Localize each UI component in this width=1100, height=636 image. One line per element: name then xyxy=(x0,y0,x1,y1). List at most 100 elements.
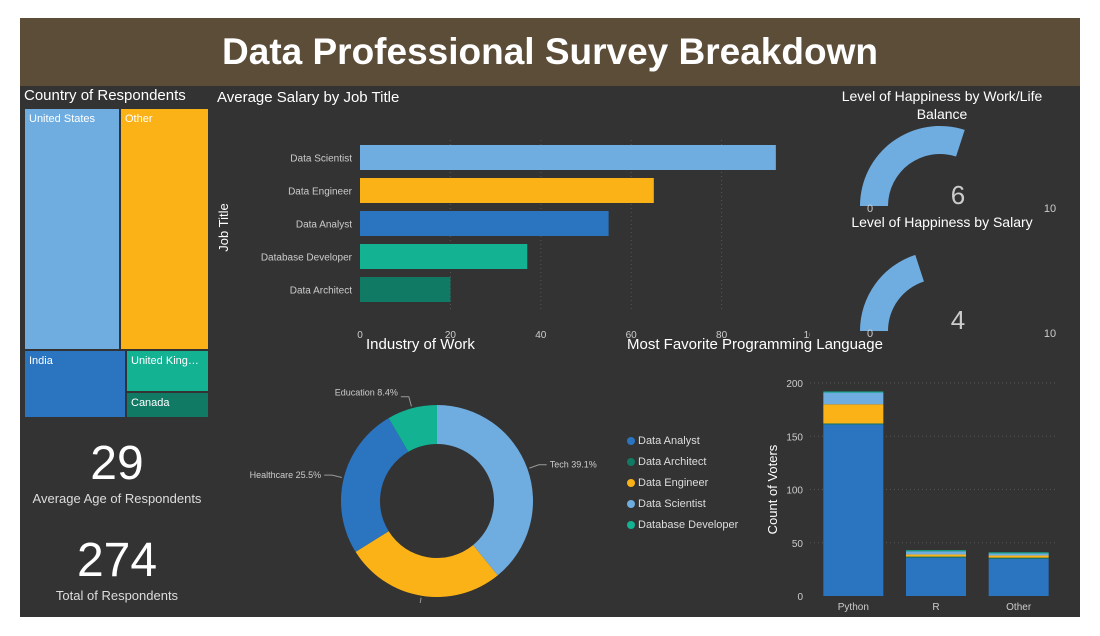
stack-segment[interactable] xyxy=(906,551,966,555)
gauge-value-label: 6 xyxy=(951,180,965,210)
stack-y-axis-label: Count of Voters xyxy=(765,444,780,534)
total-respondents-label: Total of Respondents xyxy=(55,588,179,603)
total-respondents-value: 274 xyxy=(76,534,158,587)
donut-slice-label: Education 8.4% xyxy=(335,388,398,398)
donut-slice[interactable] xyxy=(341,418,409,552)
salary-bar[interactable] xyxy=(360,244,528,269)
stack-segment[interactable] xyxy=(988,553,1049,556)
donut-leader-line xyxy=(324,474,342,479)
header-bar: Data Professional Survey Breakdown xyxy=(20,18,1080,86)
stack-y-tick: 0 xyxy=(797,592,803,603)
treemap-tile-us[interactable]: United States xyxy=(24,108,120,350)
stack-segment[interactable] xyxy=(823,424,884,596)
salary-category-label: Data Architect xyxy=(290,286,352,297)
donut-slice[interactable] xyxy=(388,405,437,452)
stack-y-tick: 50 xyxy=(792,539,804,550)
donut-slice[interactable] xyxy=(437,405,533,576)
treemap-label: United King… xyxy=(131,355,199,367)
stack-segment[interactable] xyxy=(823,404,884,424)
legend-label: Data Analyst xyxy=(638,435,700,447)
salary-bar[interactable] xyxy=(360,277,451,302)
salary-x-tick: 20 xyxy=(445,330,457,338)
treemap-tile-canada[interactable]: Canada xyxy=(126,392,209,418)
treemap-label: United States xyxy=(29,113,96,125)
salary-x-tick: 100 xyxy=(804,330,810,338)
treemap-label: Canada xyxy=(131,397,170,409)
legend-label: Database Developer xyxy=(638,519,739,531)
salary-category-label: Database Developer xyxy=(261,253,353,264)
legend-label: Data Architect xyxy=(638,456,707,468)
gauge-max-label: 10 xyxy=(1044,203,1056,213)
stack-y-tick: 150 xyxy=(786,432,803,443)
salary-category-label: Data Scientist xyxy=(290,154,352,165)
stack-segment[interactable] xyxy=(906,550,966,552)
gauge-fill-arc[interactable] xyxy=(860,254,924,331)
stack-segment[interactable] xyxy=(823,423,884,425)
donut-leader-line xyxy=(529,464,547,469)
salary-category-label: Data Analyst xyxy=(296,220,352,231)
stack-x-tick: R xyxy=(932,602,939,613)
stack-segment[interactable] xyxy=(906,554,966,557)
salary-chart-title: Average Salary by Job Title xyxy=(217,89,400,106)
salary-x-tick: 80 xyxy=(716,330,728,338)
donut-slice[interactable] xyxy=(355,531,498,597)
legend-dot-icon xyxy=(627,458,635,467)
legend-item[interactable]: Data Scientist xyxy=(627,498,706,510)
legend-label: Data Scientist xyxy=(638,498,706,510)
gauge-value-label: 4 xyxy=(951,305,965,335)
donut-slice-label: Healthcare 25.5% xyxy=(250,470,322,480)
salary-bar[interactable] xyxy=(360,145,776,170)
treemap-tile-india[interactable]: India xyxy=(24,350,126,418)
language-chart-title: Most Favorite Programming Language xyxy=(627,336,883,353)
legend-item[interactable]: Database Developer xyxy=(627,519,738,531)
stack-y-tick: 200 xyxy=(786,379,803,390)
salary-x-tick: 40 xyxy=(535,330,547,338)
stack-x-tick: Other xyxy=(1006,602,1032,613)
legend-item[interactable]: Data Analyst xyxy=(627,435,700,447)
stack-segment[interactable] xyxy=(823,391,884,393)
language-stacked-chart: 050100150200PythonROtherProgramming Lang… xyxy=(765,379,1058,613)
legend-dot-icon xyxy=(627,437,635,446)
gauge2-title: Level of Happiness by Salary xyxy=(851,214,1033,230)
legend-dot-icon xyxy=(627,500,635,509)
stack-segment[interactable] xyxy=(823,392,884,405)
avg-age-label: Average Age of Respondents xyxy=(32,491,202,506)
stack-segment[interactable] xyxy=(988,552,1049,554)
gauge-min-label: 0 xyxy=(867,203,873,213)
salary-bar[interactable] xyxy=(360,178,654,203)
salary-x-tick: 60 xyxy=(626,330,638,338)
donut-leader-line xyxy=(419,597,422,603)
salary-bar-chart: 0 20 40 60 80 100 Data Scientist Data Engineer D… xyxy=(216,140,810,338)
treemap-title: Country of Respondents xyxy=(24,87,186,104)
legend-item[interactable]: Data Architect xyxy=(627,456,706,468)
salary-happiness-gauge: 0 10 4 xyxy=(860,254,1056,338)
stack-segment[interactable] xyxy=(988,557,1049,559)
gauge-max-label: 10 xyxy=(1044,328,1056,338)
donut-slice-label: Tech 39.1% xyxy=(550,460,597,470)
gauge-fill-arc[interactable] xyxy=(860,125,965,206)
avg-age-value: 29 xyxy=(90,437,144,490)
stack-segment[interactable] xyxy=(906,556,966,558)
treemap-tile-uk[interactable]: United King… xyxy=(126,350,209,392)
stack-x-tick: Python xyxy=(838,602,869,613)
legend-item[interactable]: Data Engineer xyxy=(627,477,708,489)
gauge-min-label: 0 xyxy=(867,328,873,338)
gauge1-title-line2: Balance xyxy=(916,106,968,122)
salary-x-tick: 0 xyxy=(357,330,363,338)
salary-category-label: Data Engineer xyxy=(288,187,353,198)
treemap-tile-other[interactable]: Other xyxy=(120,108,209,350)
stack-segment[interactable] xyxy=(906,557,966,596)
legend-label: Data Engineer xyxy=(638,477,709,489)
dashboard-title: Data Professional Survey Breakdown xyxy=(222,31,878,72)
treemap-label: Other xyxy=(125,113,153,125)
dashboard-frame: Data Professional Survey Breakdown Count… xyxy=(20,18,1080,617)
legend-dot-icon xyxy=(627,479,635,488)
gauge1-title-line1: Level of Happiness by Work/Life xyxy=(841,88,1043,104)
legend-dot-icon xyxy=(627,521,635,530)
stack-y-tick: 100 xyxy=(786,486,803,497)
stack-segment[interactable] xyxy=(988,555,1049,558)
salary-bar[interactable] xyxy=(360,211,609,236)
stack-segment[interactable] xyxy=(988,558,1049,596)
treemap-label: India xyxy=(29,355,53,367)
salary-y-axis-label: Job Title xyxy=(216,203,231,251)
